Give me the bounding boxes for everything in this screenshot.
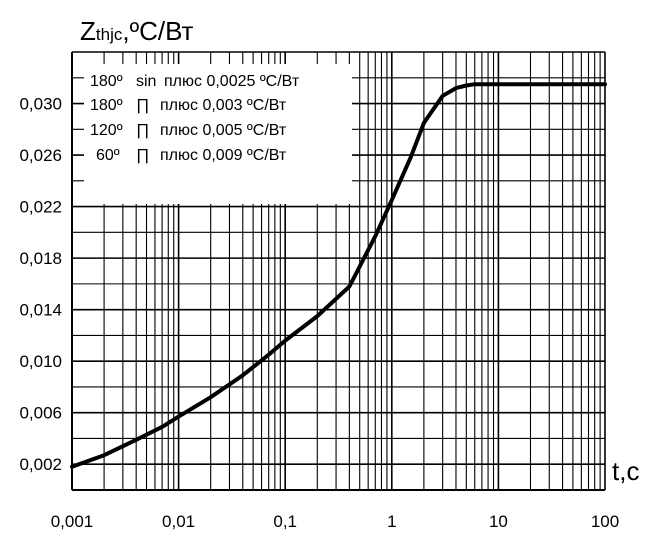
title-layer: Zthjc,ºC/Вт t,c (80, 16, 639, 486)
tick-layer: 0,002 0,006 0,010 0,014 0,018 0,022 0,026 0,030… (19, 95, 619, 531)
y-tick-label: 0,006 (19, 404, 62, 423)
legend-background (84, 64, 352, 204)
x-axis-title: t,c (612, 456, 639, 486)
legend-text: плюс 0,003 ºC/Вт (160, 97, 287, 114)
legend-angle: 180º (90, 73, 123, 90)
y-axis-title-unit: ,ºC/Вт (122, 16, 193, 46)
x-tick-label: 1 (387, 512, 396, 531)
x-tick-label: 10 (489, 512, 508, 531)
y-tick-label: 0,022 (19, 198, 62, 217)
legend-box: 180º sin плюс 0,0025 ºC/Вт 180º ∏ плюс 0,003 … (84, 64, 352, 204)
legend-angle: 180º (90, 97, 123, 114)
legend-shape: ∏ (136, 122, 149, 139)
y-tick-label: 0,030 (19, 95, 62, 114)
x-tick-label: 0,1 (273, 512, 297, 531)
x-tick-label: 100 (591, 512, 619, 531)
y-tick-label: 0,018 (19, 249, 62, 268)
legend-shape: ∏ (136, 147, 149, 164)
legend-text: плюс 0,0025 ºC/Вт (164, 73, 300, 90)
y-axis-title-sub: thjc (96, 25, 123, 44)
series-line (70, 82, 607, 469)
legend-text: плюс 0,009 ºC/Вт (160, 147, 287, 164)
legend-text: плюс 0,005 ºC/Вт (160, 122, 287, 139)
x-tick-label: 0,01 (162, 512, 195, 531)
y-tick-label: 0,014 (19, 301, 62, 320)
legend-shape: ∏ (136, 97, 149, 114)
x-tick-label: 0,001 (51, 512, 94, 531)
y-axis-title-main: Z (80, 16, 96, 46)
y-tick-label: 0,002 (19, 455, 62, 474)
curve-layer (70, 52, 607, 491)
y-tick-label: 0,026 (19, 146, 62, 165)
y-axis-title: Zthjc,ºC/Вт (80, 16, 194, 46)
legend-angle: 120º (90, 122, 123, 139)
legend-angle: 60º (96, 147, 120, 164)
y-tick-label: 0,010 (19, 352, 62, 371)
legend-shape: sin (136, 73, 156, 90)
